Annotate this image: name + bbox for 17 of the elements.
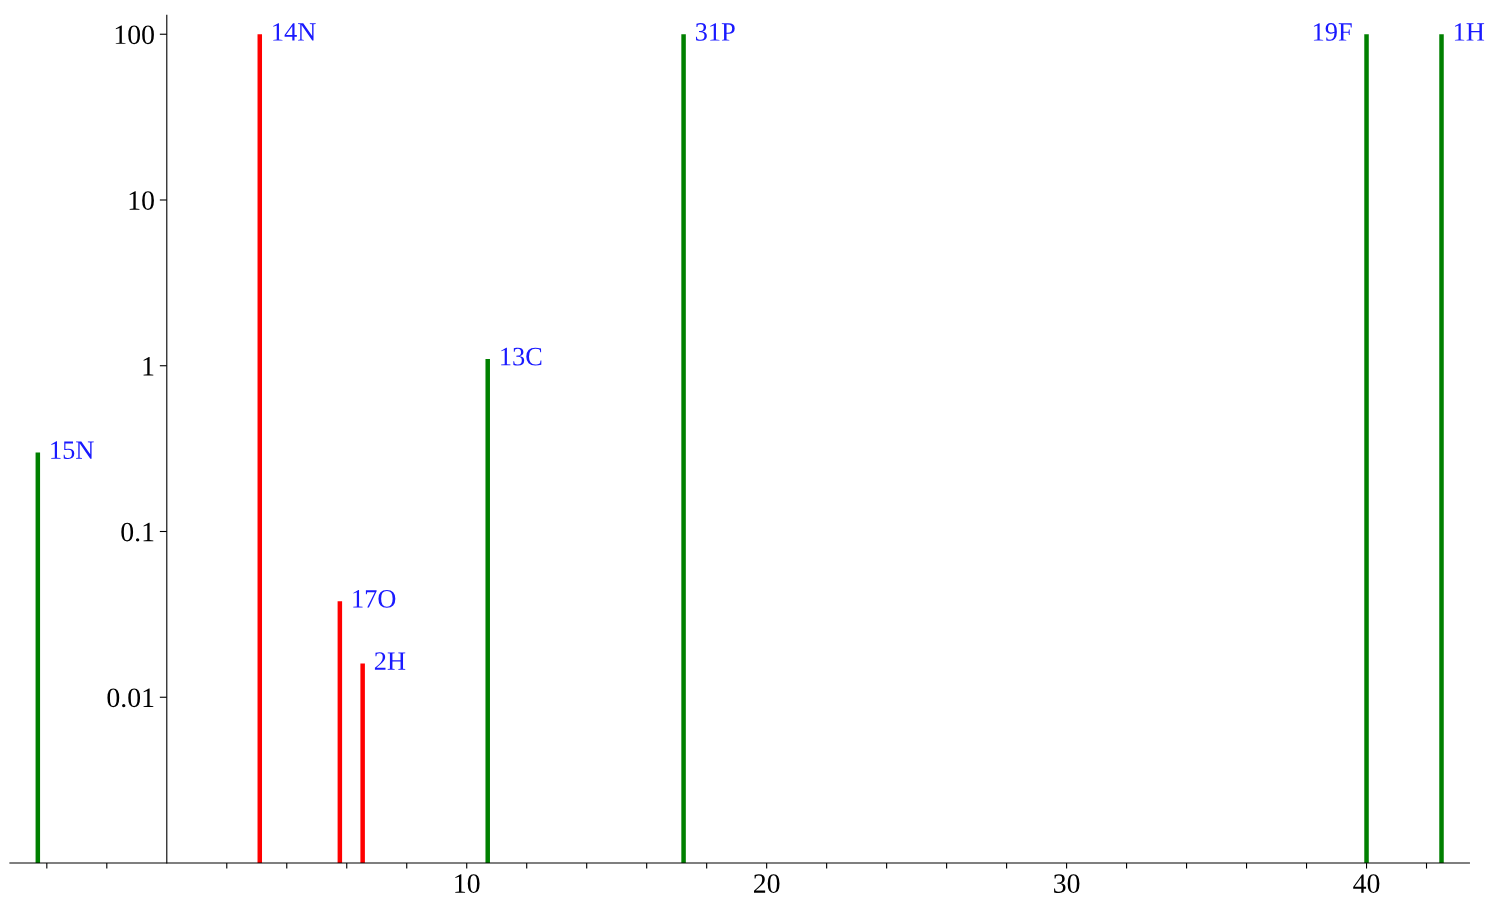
y-tick-label: 10 (129, 191, 154, 210)
annotation: 15N (51, 441, 94, 460)
x-tick-label: 20 (753, 874, 780, 893)
x-tick-label: 10 (455, 874, 480, 893)
annotation: 14N (273, 23, 316, 41)
y-tick-label: 0.01 (107, 688, 154, 708)
x-tick-label: 30 (1054, 874, 1080, 893)
annotation: 1H (1454, 23, 1485, 41)
annotation: 31P (695, 23, 735, 41)
annotation: 13C (501, 347, 542, 366)
y-tick-label: 100 (115, 25, 154, 45)
x-tick-label: 40 (1353, 874, 1380, 893)
annotation: 17O (353, 590, 396, 608)
y-tick-label: 1 (143, 357, 154, 376)
y-tick-label: 0.1 (121, 522, 154, 542)
annotation: 2H (374, 652, 406, 670)
annotation: 19F (1313, 23, 1352, 41)
